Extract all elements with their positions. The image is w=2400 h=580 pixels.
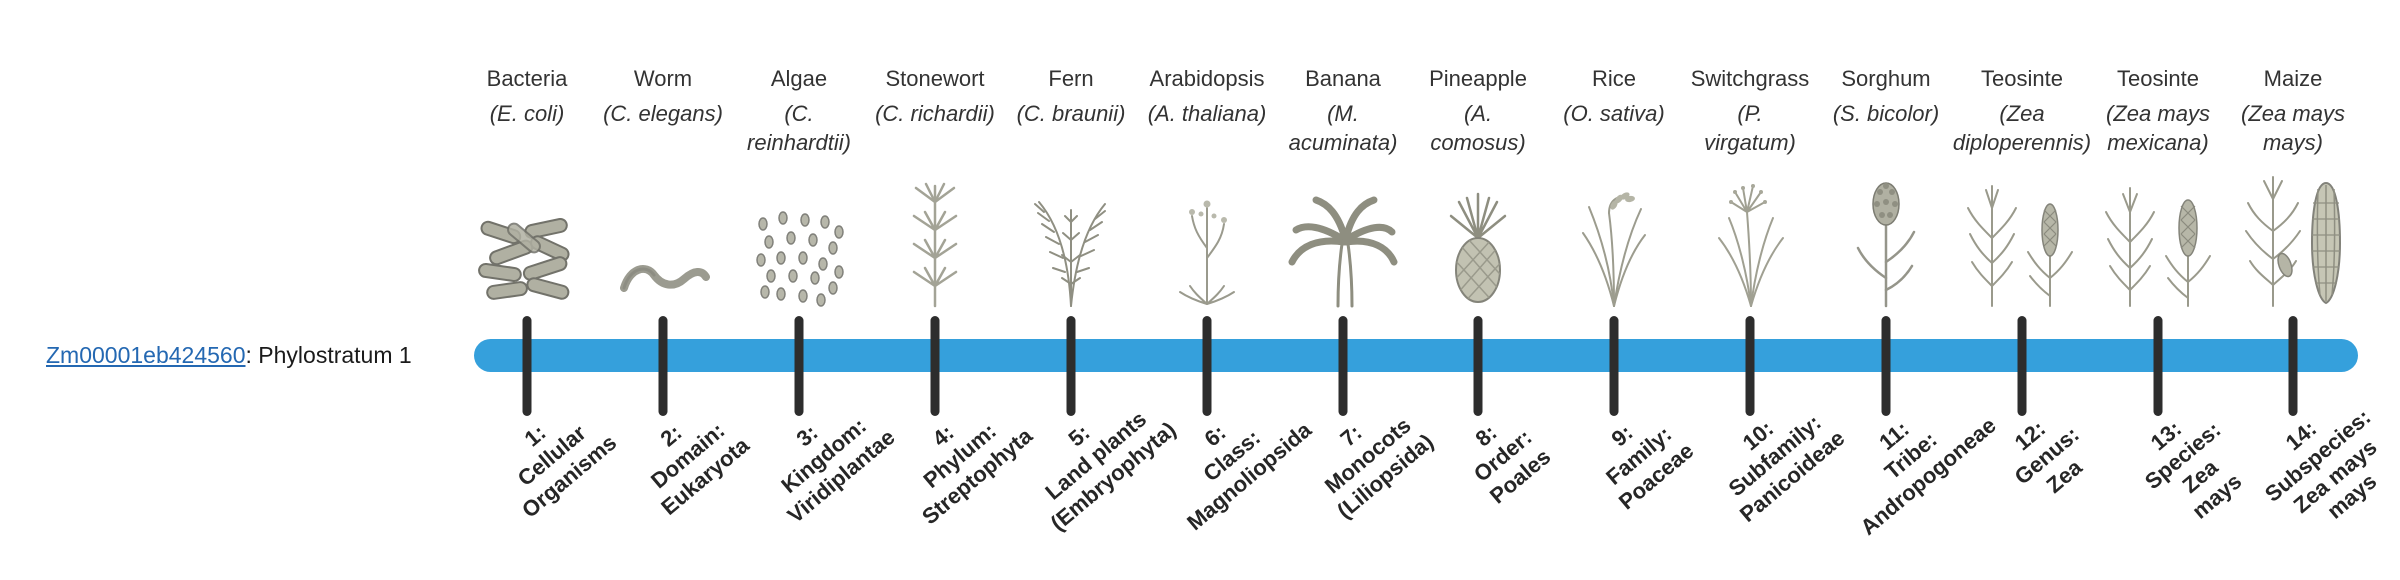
- organism-column-banana: Banana (M. acuminata) 7: Monocots (Lilio…: [1268, 0, 1438, 580]
- organism-common-name: Rice: [1591, 66, 1636, 91]
- gene-link[interactable]: Zm00001eb424560: [46, 342, 246, 368]
- organism-common-name: Worm: [633, 66, 693, 91]
- organism-scientific-name: (C. elegans): [603, 101, 723, 126]
- organism-scientific-name: (O. sativa): [1563, 101, 1665, 126]
- fern-icon: [986, 168, 1156, 308]
- timeline-tick: [2153, 316, 2163, 416]
- organism-column-pineapple: Pineapple (A. comosus) 8: Order: Poales: [1403, 0, 1555, 580]
- phylostratum-stage-label: 14: Subspecies: Zea mays mays: [2260, 404, 2382, 524]
- timeline-tick: [1066, 316, 1076, 416]
- timeline-tick: [1473, 316, 1483, 416]
- organism-scientific-name: (C. braunii): [1016, 101, 1126, 126]
- organism-scientific-name: (E. coli): [489, 101, 565, 126]
- organism-column-fern: Fern (C. braunii) 5: Land plants (Embryo…: [996, 0, 1181, 580]
- organism-common-name: Banana: [1305, 66, 1381, 91]
- arabidopsis-icon: [1122, 168, 1292, 308]
- teosinte-mexicana-icon: [2073, 168, 2243, 308]
- organism-common-name: Bacteria: [486, 66, 568, 91]
- timeline-tick: [1881, 316, 1891, 416]
- organism-column-teosinte-mexicana: Teosinte (Zea mays mexicana): [2083, 0, 2247, 580]
- timeline-tick: [1609, 316, 1619, 416]
- organism-scientific-name: (C. richardii): [875, 101, 995, 126]
- organism-common-name: Teosinte: [2117, 66, 2199, 91]
- maize-icon: [2208, 168, 2378, 308]
- timeline-tick: [1745, 316, 1755, 416]
- sorghum-icon: [1801, 168, 1971, 308]
- organism-common-name: Sorghum: [1841, 66, 1931, 91]
- organism-common-name: Arabidopsis: [1149, 66, 1265, 91]
- worm-icon: [578, 168, 748, 308]
- pineapple-icon: [1393, 168, 1563, 308]
- organism-scientific-name: (A. comosus): [1430, 101, 1526, 155]
- organism-column-worm: Worm (C. elegans) 2: Domain: Eukaryota: [588, 0, 754, 580]
- organism-common-name: Algae: [770, 66, 828, 91]
- timeline-tick: [658, 316, 668, 416]
- timeline-tick: [930, 316, 940, 416]
- organism-common-name: Fern: [1048, 66, 1094, 91]
- phylostratum-text: : Phylostratum 1: [245, 342, 412, 368]
- organism-scientific-name: (C. reinhardtii): [747, 101, 851, 155]
- organism-scientific-name: (P. virgatum): [1704, 101, 1796, 155]
- timeline-tick: [1338, 316, 1348, 416]
- organism-scientific-name: (Zea mays mays): [2241, 101, 2345, 155]
- organism-column-arabidopsis: Arabidopsis (A. thaliana) 6: Class: Magn…: [1132, 0, 1316, 580]
- algae-icon: [714, 168, 884, 308]
- organism-column-switchgrass: Switchgrass (P. virgatum) 10: Subfamily: [1675, 0, 1849, 580]
- phylostratum-bar: [474, 339, 2358, 372]
- organism-common-name: Pineapple: [1429, 66, 1527, 91]
- organism-column-sorghum: Sorghum (S. bicolor) 11: Tribe: Andropog…: [1811, 0, 2001, 580]
- timeline-tick: [2017, 316, 2027, 416]
- timeline-tick: [794, 316, 804, 416]
- organism-scientific-name: (M. acuminata): [1288, 101, 1398, 155]
- organism-column-teosinte-diploperennis: Teosinte (Zea diploperennis): [1947, 0, 2097, 580]
- teosinte-diploperennis-icon: [1937, 168, 2107, 308]
- organism-column-maize: Maize (Zea mays mays): [2218, 0, 2381, 580]
- organism-column-stonewort: Stonewort (C. richardii) 4: Phylum: Stre…: [860, 0, 1037, 580]
- stonewort-icon: [850, 168, 1020, 308]
- organism-common-name: Maize: [2263, 66, 2323, 91]
- organism-column-bacteria: Bacteria (E. coli) 1: Cellular Organisms: [452, 0, 621, 580]
- banana-icon: [1258, 168, 1428, 308]
- organism-scientific-name: (Zea diploperennis): [1952, 101, 2092, 155]
- gene-label: Zm00001eb424560: Phylostratum 1: [46, 342, 412, 369]
- organism-scientific-name: (S. bicolor): [1832, 101, 1940, 126]
- organism-common-name: Switchgrass: [1690, 66, 1810, 91]
- organism-common-name: Teosinte: [1981, 66, 2063, 91]
- timeline-tick: [2288, 316, 2298, 416]
- timeline-tick: [522, 316, 532, 416]
- organism-column-algae: Algae (C. reinhardtii) 3: [724, 0, 899, 580]
- organism-common-name: Stonewort: [885, 66, 985, 91]
- organism-column-rice: Rice (O. sativa): [1539, 0, 1698, 580]
- organism-scientific-name: (A. thaliana): [1147, 101, 1267, 126]
- organism-scientific-name: (Zea mays mexicana): [2106, 101, 2210, 155]
- timeline-tick: [1202, 316, 1212, 416]
- switchgrass-icon: [1665, 168, 1835, 308]
- bacteria-icon: [442, 168, 612, 308]
- rice-icon: [1529, 168, 1699, 308]
